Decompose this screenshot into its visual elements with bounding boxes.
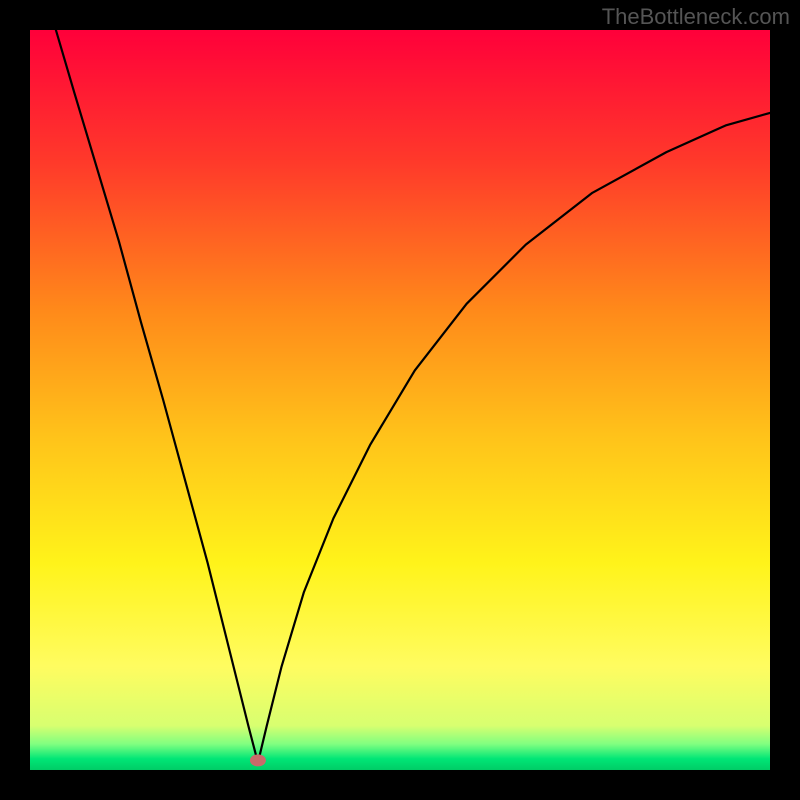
- watermark-text: TheBottleneck.com: [602, 4, 790, 30]
- bottleneck-chart: [0, 0, 800, 800]
- chart-plot-area: [30, 30, 770, 770]
- optimal-point-marker: [250, 754, 266, 766]
- chart-container: TheBottleneck.com: [0, 0, 800, 800]
